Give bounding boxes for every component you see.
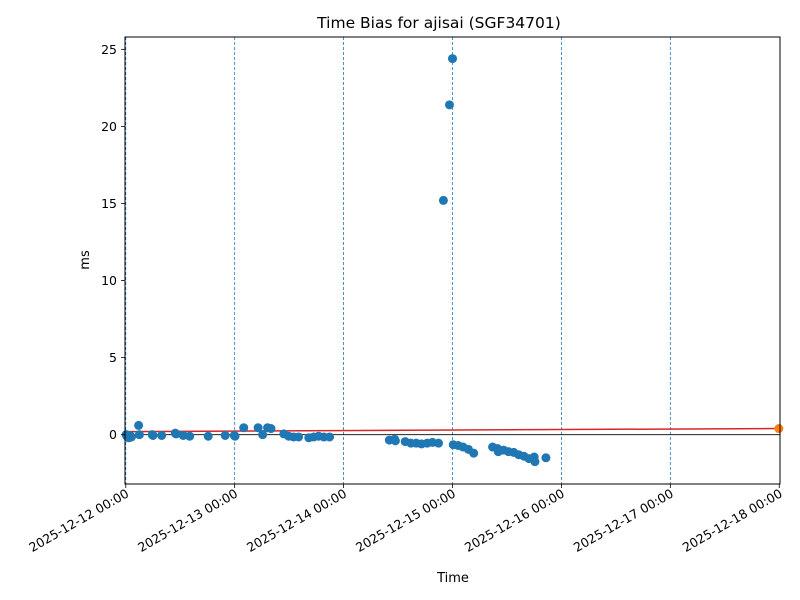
data-point bbox=[134, 420, 144, 430]
data-point bbox=[148, 430, 158, 440]
data-point bbox=[258, 430, 268, 440]
y-tick-label: 0 bbox=[109, 427, 117, 442]
data-point bbox=[438, 195, 448, 205]
y-tick-label: 25 bbox=[101, 42, 117, 57]
data-point bbox=[134, 430, 144, 440]
data-point bbox=[239, 423, 249, 433]
data-point bbox=[444, 100, 454, 110]
data-point bbox=[294, 432, 304, 442]
data-point bbox=[434, 438, 444, 448]
data-point bbox=[126, 432, 136, 442]
y-tick-label: 10 bbox=[101, 273, 117, 288]
y-tick-label: 20 bbox=[101, 119, 117, 134]
y-tick-label: 15 bbox=[101, 196, 117, 211]
data-point bbox=[530, 457, 540, 467]
y-tick-label: 5 bbox=[109, 350, 117, 365]
data-point bbox=[253, 423, 263, 433]
data-point bbox=[541, 453, 551, 463]
data-point bbox=[469, 448, 479, 458]
data-point bbox=[266, 424, 276, 434]
x-axis-title: Time bbox=[436, 571, 469, 586]
data-point bbox=[171, 429, 181, 439]
data-point bbox=[203, 431, 213, 441]
data-point bbox=[390, 436, 400, 446]
y-axis-title: ms bbox=[78, 250, 93, 270]
prediction-point bbox=[774, 424, 784, 434]
data-point bbox=[157, 430, 167, 440]
plot-area bbox=[121, 37, 784, 484]
data-point bbox=[185, 431, 195, 441]
chart-title: Time Bias for ajisai (SGF34701) bbox=[316, 14, 561, 32]
data-point bbox=[220, 430, 230, 440]
data-point bbox=[325, 432, 335, 442]
data-point bbox=[448, 54, 457, 64]
data-point bbox=[230, 431, 240, 441]
